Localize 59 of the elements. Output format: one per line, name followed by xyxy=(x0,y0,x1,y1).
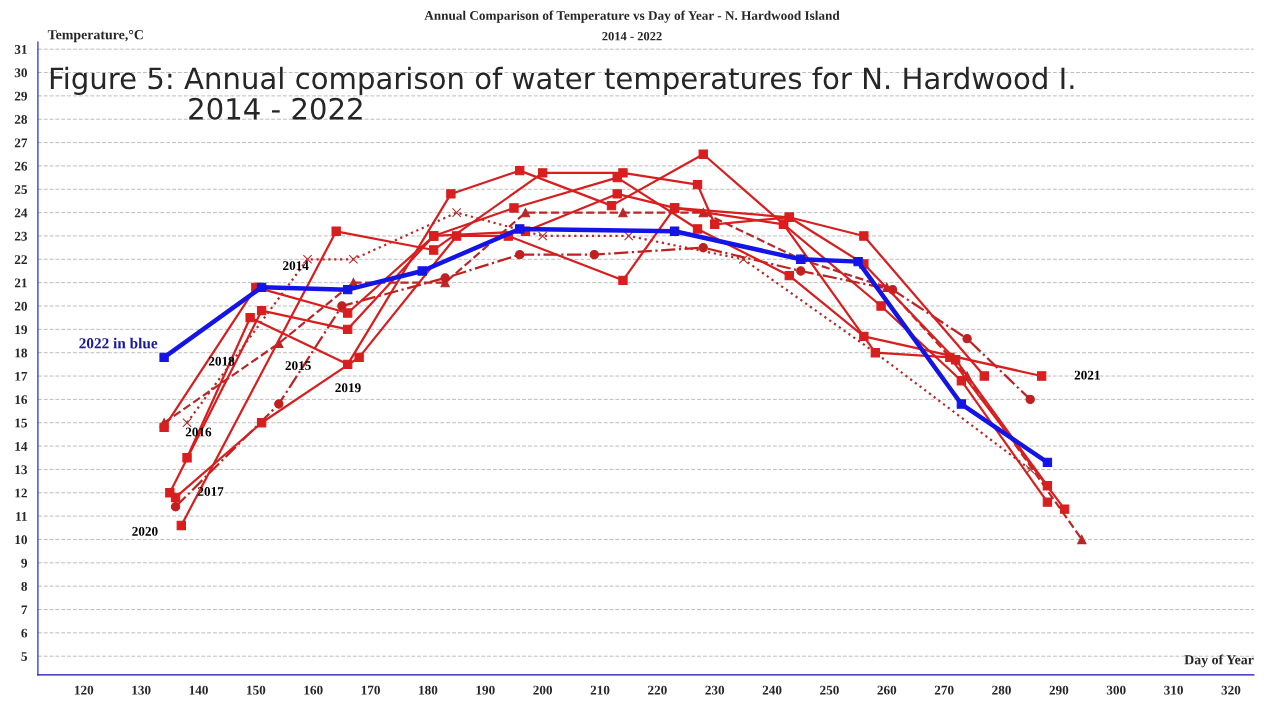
y-tick-label: 25 xyxy=(14,185,28,194)
x-tick-label: 180 xyxy=(419,685,438,695)
x-tick-label: 260 xyxy=(877,685,897,695)
y-tick-label: 14 xyxy=(15,441,28,451)
x-tick-label: 160 xyxy=(304,685,323,695)
annotation: 2021 xyxy=(1074,370,1100,380)
y-tick-label: 26 xyxy=(14,161,28,171)
y-tick-label: 11 xyxy=(16,511,27,521)
x-axis-title: Day of Year xyxy=(1184,654,1254,668)
y-tick-label: 17 xyxy=(15,371,28,381)
y-tick-label: 24 xyxy=(14,208,28,218)
annotation: 2020 xyxy=(132,526,158,536)
annotation: 2015 xyxy=(285,361,311,371)
x-tick-label: 140 xyxy=(189,685,208,695)
y-tick-label: 13 xyxy=(15,465,28,475)
annotation: 2022 in blue xyxy=(79,337,158,349)
x-tick-label: 120 xyxy=(74,685,94,695)
y-tick-label: 9 xyxy=(21,558,28,568)
x-tick-label: 300 xyxy=(1106,685,1126,695)
y-tick-label: 5 xyxy=(21,652,28,661)
x-tick-label: 240 xyxy=(762,685,782,695)
y-tick-label: 29 xyxy=(14,91,28,101)
x-tick-label: 290 xyxy=(1049,685,1069,695)
chart-subtitle: 2014 - 2022 xyxy=(602,32,662,41)
y-tick-label: 12 xyxy=(15,488,27,498)
y-tick-label: 10 xyxy=(15,535,27,545)
x-tick-label: 190 xyxy=(476,685,495,695)
x-tick-label: 200 xyxy=(533,685,553,695)
x-tick-label: 220 xyxy=(648,685,667,695)
annotation: 2014 xyxy=(283,261,309,271)
x-tick-label: 320 xyxy=(1221,685,1241,695)
y-tick-label: 7 xyxy=(21,605,28,615)
x-tick-label: 170 xyxy=(361,685,380,695)
x-tick-label: 310 xyxy=(1164,685,1183,695)
y-tick-label: 30 xyxy=(14,68,27,78)
y-tick-label: 16 xyxy=(15,395,28,405)
y-tick-label: 19 xyxy=(15,325,28,335)
y-tick-label: 8 xyxy=(21,581,28,591)
y-tick-label: 6 xyxy=(21,628,28,638)
y-tick-label: 28 xyxy=(14,115,28,124)
y-tick-label: 18 xyxy=(15,348,28,358)
y-tick-label: 23 xyxy=(14,231,28,241)
annotation: 2019 xyxy=(335,383,361,393)
y-tick-label: 27 xyxy=(14,138,28,148)
annotation: Figure 5: Annual comparison of water temperatures for N. Hardwood I. 2014 - 2022 xyxy=(50,66,1074,120)
y-tick-label: 22 xyxy=(14,255,27,264)
x-tick-label: 270 xyxy=(934,685,954,695)
y-axis-title: Temperature,°C xyxy=(47,29,143,43)
y-tick-label: 21 xyxy=(14,278,27,288)
x-tick-label: 210 xyxy=(590,685,610,695)
x-tick-label: 280 xyxy=(992,685,1011,695)
y-tick-label: 31 xyxy=(14,45,27,54)
y-tick-label: 15 xyxy=(15,418,28,428)
x-tick-label: 250 xyxy=(820,685,839,695)
x-tick-label: 150 xyxy=(247,685,266,695)
y-tick-label: 20 xyxy=(14,301,27,311)
x-tick-label: 230 xyxy=(705,685,725,695)
x-tick-label: 130 xyxy=(132,685,151,695)
chart-title: Annual Comparison of Temperature vs Day of Year - N. Hardwood Island xyxy=(424,10,840,23)
